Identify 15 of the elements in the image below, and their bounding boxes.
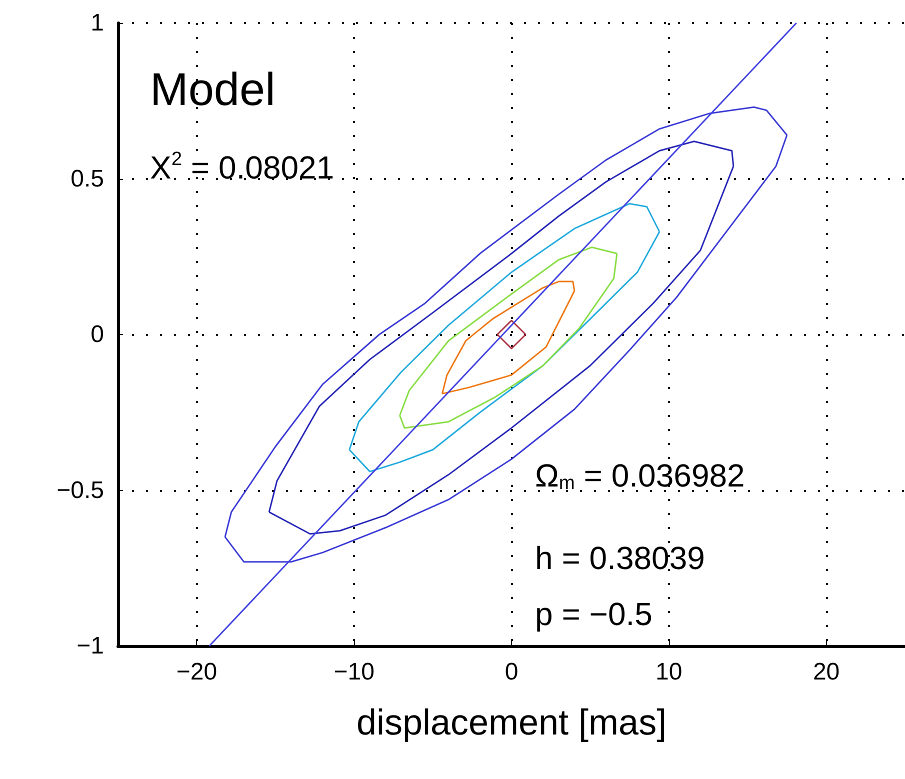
annotation: p = −0.5	[535, 596, 652, 632]
y-tick-label: 0	[90, 321, 104, 348]
x-axis-title: displacement [mas]	[356, 702, 667, 742]
x-tick-label: −20	[176, 658, 218, 686]
annotation: Model	[150, 63, 276, 115]
annotation: h = 0.38039	[535, 540, 705, 576]
y-tick-label: 0.5	[70, 165, 104, 192]
x-tick-label: −10	[334, 658, 374, 686]
x-tick-label: 20	[812, 658, 840, 686]
y-tick-label: 1	[90, 10, 104, 36]
annotation: Ωm = 0.036982	[535, 458, 745, 494]
x-tick-label: 10	[656, 658, 682, 686]
x-tick-label: 0	[504, 658, 518, 686]
y-tick-label: −0.5	[56, 476, 104, 504]
y-tick-label: −1	[76, 632, 104, 660]
